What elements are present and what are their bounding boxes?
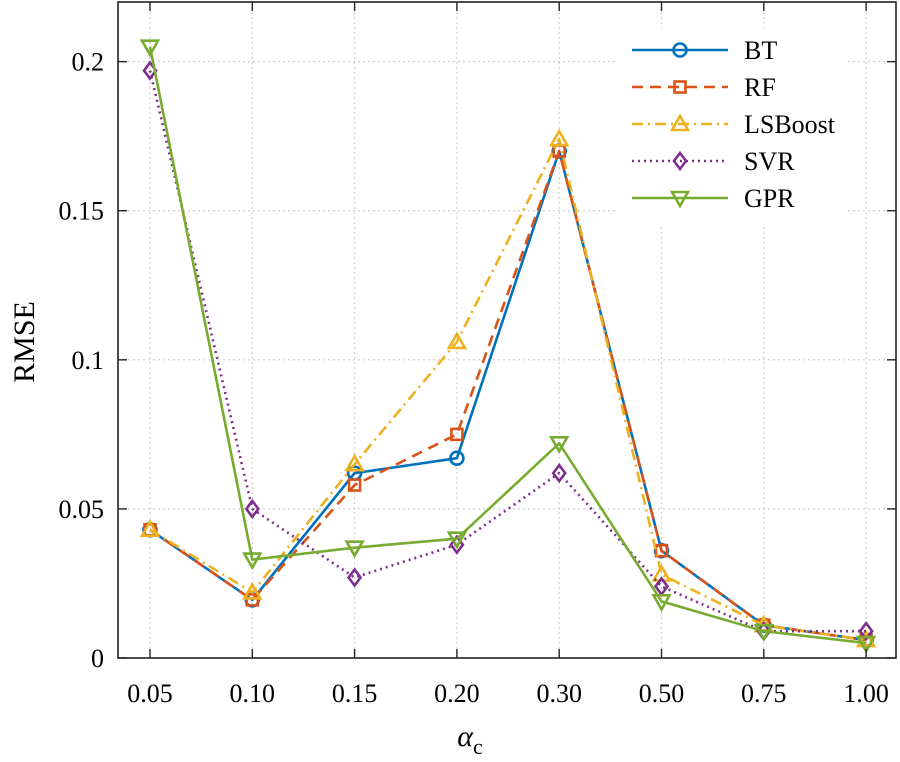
x-axis-label-main: α	[457, 720, 474, 753]
legend-label-svr: SVR	[744, 147, 795, 176]
plot-frame	[117, 1, 897, 659]
legend-item-lsboost: LSBoost	[632, 110, 836, 139]
data-point-svr	[244, 498, 260, 520]
series-gpr	[139, 39, 877, 654]
y-tick-label: 0.15	[59, 197, 105, 226]
legend-marker-gpr	[669, 190, 691, 209]
legend-item-rf: RF	[632, 73, 776, 102]
data-point-gpr	[651, 594, 672, 612]
data-point-gpr	[446, 531, 468, 550]
legend-item-bt: BT	[632, 36, 777, 65]
data-point-svr	[551, 462, 567, 484]
series-line-lsboost	[149, 137, 867, 642]
data-point-rf	[450, 427, 464, 442]
data-point-lsboost	[446, 331, 468, 350]
y-axis-label: RMSE	[8, 301, 41, 383]
series-line-bt	[149, 149, 867, 642]
x-axis-label-subscript: c	[473, 734, 483, 759]
y-tick-label: 0.1	[72, 346, 105, 375]
data-point-lsboost	[344, 453, 365, 472]
data-point-lsboost	[855, 629, 877, 648]
legend-marker-svr	[672, 150, 688, 172]
legend-label-gpr: GPR	[744, 184, 795, 213]
y-tick-label: 0	[91, 644, 104, 673]
x-tick-label: 0.20	[434, 679, 480, 708]
legend-box	[618, 28, 846, 224]
series-line-gpr	[148, 46, 867, 645]
data-point-rf	[245, 593, 260, 607]
ticks: 0.05 0.10 0.15 0.20 0.30 0.50 0.75 1.00 0 0.05 0.1…	[59, 2, 896, 708]
data-point-svr	[346, 567, 363, 588]
data-point-gpr	[855, 635, 877, 654]
x-tick-label: 0.05	[127, 679, 173, 708]
legend-label-bt: BT	[744, 36, 777, 65]
x-tick-label: 0.50	[639, 679, 685, 708]
data-point-lsboost	[139, 519, 161, 538]
data-point-lsboost	[548, 128, 570, 147]
data-point-svr	[858, 620, 874, 642]
series-layer	[139, 39, 877, 654]
data-point-gpr	[242, 552, 263, 571]
data-point-rf	[654, 543, 669, 558]
series-line-svr	[148, 70, 867, 633]
data-point-rf	[347, 478, 362, 492]
data-point-bt	[449, 450, 465, 467]
data-point-gpr	[548, 436, 570, 454]
y-tick-label: 0.05	[59, 495, 105, 524]
data-point-gpr	[139, 39, 161, 58]
legend: BT RF LSBoost SVR GPR	[618, 28, 846, 224]
y-tick-label: 0.2	[72, 48, 105, 77]
x-axis-label: αc	[457, 720, 483, 759]
series-line-rf	[149, 149, 867, 642]
legend-item-svr: SVR	[632, 147, 795, 176]
legend-item-gpr: GPR	[632, 184, 795, 213]
data-point-gpr	[344, 540, 365, 559]
legend-label-rf: RF	[744, 73, 776, 102]
legend-label-lsboost: LSBoost	[744, 110, 836, 139]
legend-marker-rf	[673, 80, 687, 94]
x-tick-label: 0.15	[332, 679, 378, 708]
legend-marker-bt	[672, 42, 688, 58]
x-tick-label: 0.30	[536, 679, 582, 708]
data-point-gpr	[753, 623, 775, 642]
x-tick-label: 1.00	[843, 679, 889, 708]
x-tick-label: 0.75	[741, 679, 787, 708]
x-tick-label: 0.10	[230, 679, 276, 708]
data-point-lsboost	[242, 581, 263, 600]
legend-marker-lsboost	[669, 113, 691, 132]
